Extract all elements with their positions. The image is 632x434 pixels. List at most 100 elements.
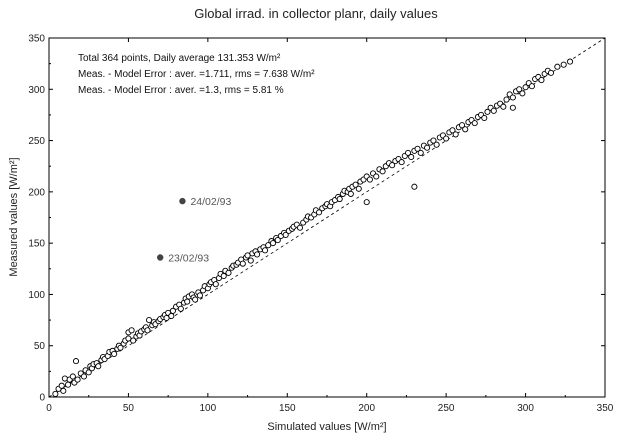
data-point (509, 94, 516, 101)
highlighted-point-label: 24/02/93 (190, 196, 231, 208)
data-point (414, 145, 421, 152)
data-point (80, 373, 87, 380)
data-point (484, 108, 491, 115)
x-tick-label: 0 (46, 403, 52, 414)
data-point (567, 58, 574, 65)
stat-line-1: Total 364 points, Daily average 131.353 … (78, 53, 281, 64)
chart-title: Global irrad. in collector planr, daily … (194, 6, 438, 21)
data-point (373, 173, 380, 180)
y-tick-label: 50 (34, 341, 46, 352)
data-point (522, 84, 529, 91)
y-tick-label: 0 (39, 393, 45, 404)
data-point (458, 122, 466, 129)
y-tick-label: 250 (28, 136, 45, 147)
data-point (490, 107, 497, 114)
x-tick-label: 50 (123, 403, 135, 414)
data-point (111, 350, 118, 357)
data-point (355, 185, 362, 192)
data-point (269, 240, 277, 247)
data-point (389, 162, 396, 169)
data-point (247, 257, 254, 264)
data-point (538, 77, 545, 84)
data-point (274, 237, 281, 244)
data-point (471, 120, 478, 127)
data-point (239, 260, 246, 267)
data-point (449, 127, 456, 134)
data-point (169, 307, 176, 314)
x-tick-label: 100 (200, 403, 217, 414)
data-point (411, 183, 418, 190)
data-point (192, 296, 199, 303)
data-point (379, 168, 386, 175)
data-point (516, 86, 523, 93)
stat-line-3: Meas. - Model Error : aver. =1.3, rms = … (78, 85, 284, 96)
y-tick-label: 300 (28, 85, 45, 96)
data-point (177, 305, 184, 312)
data-point (296, 224, 304, 231)
data-point (408, 153, 415, 161)
data-point (560, 61, 567, 68)
data-point (168, 312, 175, 320)
data-point (352, 181, 359, 188)
data-point (184, 298, 191, 305)
y-tick-label: 350 (28, 34, 45, 45)
x-tick-label: 150 (279, 403, 296, 414)
data-point (261, 247, 269, 254)
data-point (417, 149, 424, 156)
data-point (316, 209, 323, 216)
highlighted-point-label: 23/02/93 (168, 253, 209, 265)
data-point (254, 251, 261, 258)
data-point (220, 272, 227, 280)
data-point (547, 69, 555, 76)
data-point (443, 135, 450, 142)
x-tick-label: 300 (517, 403, 534, 414)
x-tick-label: 250 (438, 403, 455, 414)
data-point (363, 199, 370, 206)
data-point (519, 90, 526, 97)
data-point (433, 141, 440, 148)
y-tick-label: 150 (28, 239, 45, 250)
y-tick-label: 200 (28, 187, 45, 198)
chart-marks: 0 50 100 150 200 250 300 350 0 50 100 150 200 250 300 3… (28, 34, 613, 415)
data-point (196, 292, 203, 299)
data-point (72, 358, 80, 365)
data-point (500, 103, 507, 110)
stat-line-2: Meas. - Model Error : aver. =1.711, rms … (78, 69, 315, 80)
data-point (347, 190, 354, 197)
data-point (60, 387, 67, 394)
data-point (336, 195, 343, 203)
x-tick-label: 200 (358, 403, 375, 414)
data-point (398, 159, 405, 166)
data-point (58, 382, 65, 389)
data-point (430, 137, 437, 144)
highlighted-point (179, 197, 186, 205)
data-point (424, 144, 431, 151)
data-point (282, 231, 289, 238)
data-point (65, 381, 72, 388)
x-axis-label: Simulated values [W/m²] (267, 421, 386, 433)
data-point (462, 126, 469, 133)
data-point (554, 63, 561, 70)
data-point (130, 337, 137, 344)
data-point (528, 83, 535, 90)
data-point (85, 369, 92, 376)
data-point (61, 375, 68, 382)
x-tick-label: 350 (597, 403, 614, 414)
data-point (452, 131, 459, 138)
data-point (95, 363, 102, 370)
data-point (503, 96, 510, 103)
data-point (117, 344, 124, 351)
y-tick-label: 100 (28, 290, 45, 301)
data-point (212, 281, 219, 288)
data-point (366, 176, 373, 183)
data-point (144, 327, 151, 334)
data-point (509, 104, 516, 111)
data-point (69, 373, 76, 380)
data-point (74, 376, 81, 383)
data-point (404, 149, 412, 156)
data-point (481, 114, 488, 122)
data-point (52, 390, 59, 397)
data-point (225, 269, 232, 276)
